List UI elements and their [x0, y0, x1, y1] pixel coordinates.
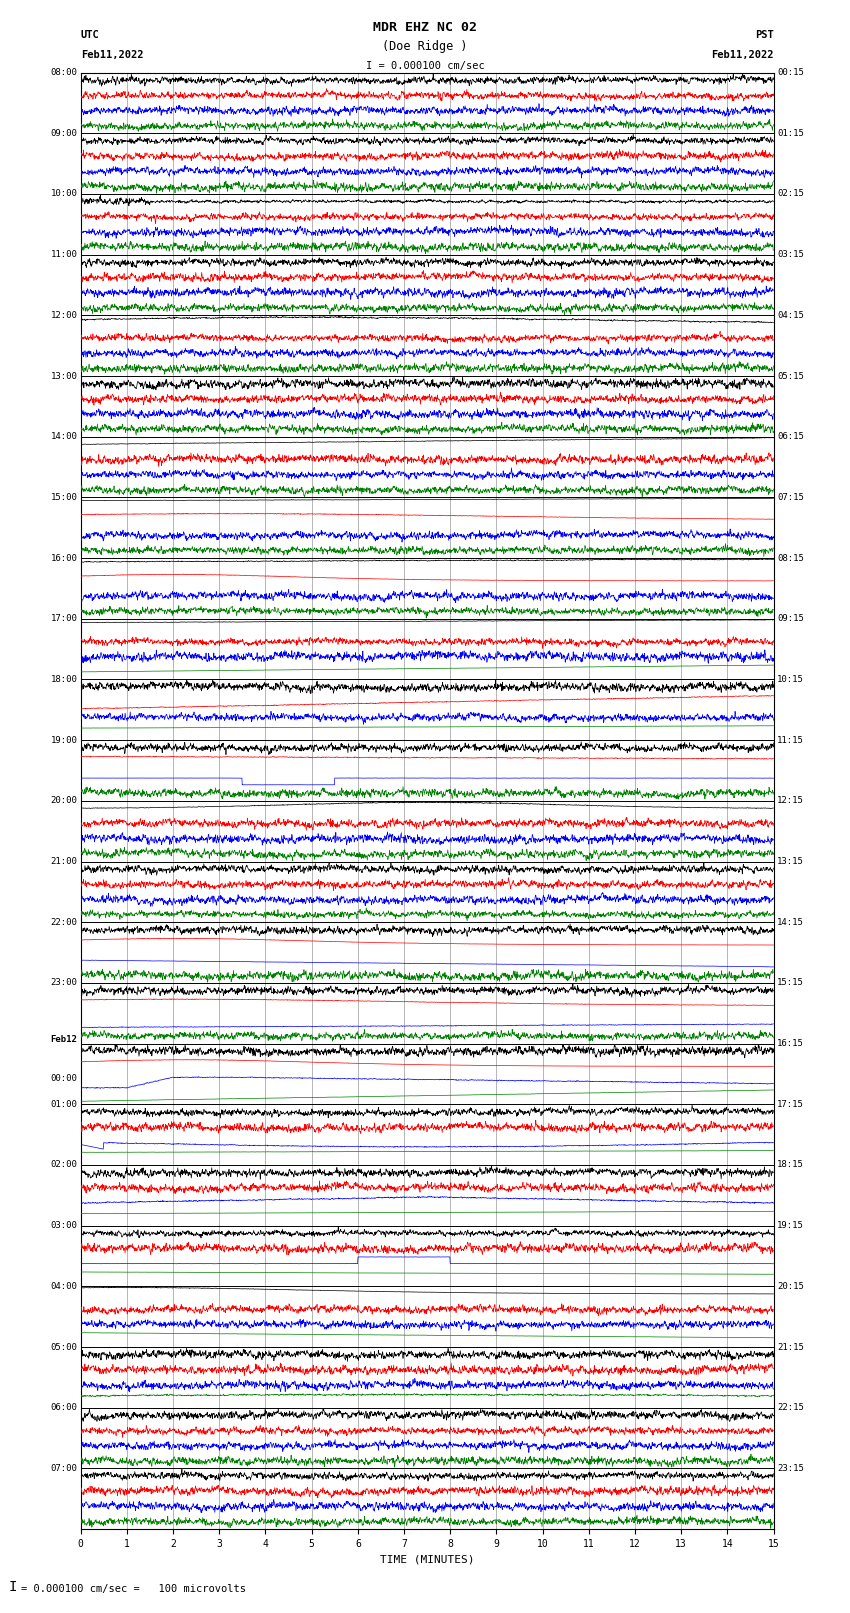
- Text: MDR EHZ NC 02: MDR EHZ NC 02: [373, 21, 477, 34]
- Text: I = 0.000100 cm/sec: I = 0.000100 cm/sec: [366, 61, 484, 71]
- Text: 01:00: 01:00: [50, 1100, 77, 1108]
- Text: 17:00: 17:00: [50, 615, 77, 623]
- Text: 02:15: 02:15: [777, 189, 804, 198]
- Text: 02:00: 02:00: [50, 1160, 77, 1169]
- Text: 07:15: 07:15: [777, 494, 804, 502]
- Text: 00:00: 00:00: [50, 1074, 77, 1082]
- Text: 15:15: 15:15: [777, 979, 804, 987]
- Text: 00:15: 00:15: [777, 68, 804, 77]
- X-axis label: TIME (MINUTES): TIME (MINUTES): [380, 1555, 474, 1565]
- Text: 09:00: 09:00: [50, 129, 77, 137]
- Text: 05:00: 05:00: [50, 1342, 77, 1352]
- Text: 19:15: 19:15: [777, 1221, 804, 1231]
- Text: 18:00: 18:00: [50, 674, 77, 684]
- Text: 19:00: 19:00: [50, 736, 77, 745]
- Text: 21:15: 21:15: [777, 1342, 804, 1352]
- Text: 08:00: 08:00: [50, 68, 77, 77]
- Text: 12:00: 12:00: [50, 311, 77, 319]
- Text: 03:00: 03:00: [50, 1221, 77, 1231]
- Text: Feb11,2022: Feb11,2022: [81, 50, 144, 60]
- Text: 23:15: 23:15: [777, 1465, 804, 1473]
- Text: 01:15: 01:15: [777, 129, 804, 137]
- Text: 18:15: 18:15: [777, 1160, 804, 1169]
- Text: 11:15: 11:15: [777, 736, 804, 745]
- Text: 23:00: 23:00: [50, 979, 77, 987]
- Text: I: I: [8, 1579, 17, 1594]
- Text: 10:15: 10:15: [777, 674, 804, 684]
- Text: = 0.000100 cm/sec =   100 microvolts: = 0.000100 cm/sec = 100 microvolts: [21, 1584, 246, 1594]
- Text: 15:00: 15:00: [50, 494, 77, 502]
- Text: PST: PST: [755, 31, 774, 40]
- Text: 22:00: 22:00: [50, 918, 77, 927]
- Text: 20:00: 20:00: [50, 797, 77, 805]
- Text: 07:00: 07:00: [50, 1465, 77, 1473]
- Text: 13:15: 13:15: [777, 857, 804, 866]
- Text: 16:15: 16:15: [777, 1039, 804, 1048]
- Text: 14:00: 14:00: [50, 432, 77, 442]
- Text: 11:00: 11:00: [50, 250, 77, 260]
- Text: UTC: UTC: [81, 31, 99, 40]
- Text: 08:15: 08:15: [777, 553, 804, 563]
- Text: 03:15: 03:15: [777, 250, 804, 260]
- Text: 10:00: 10:00: [50, 189, 77, 198]
- Text: 20:15: 20:15: [777, 1282, 804, 1290]
- Text: 06:15: 06:15: [777, 432, 804, 442]
- Text: 12:15: 12:15: [777, 797, 804, 805]
- Text: (Doe Ridge ): (Doe Ridge ): [382, 40, 468, 53]
- Text: 05:15: 05:15: [777, 371, 804, 381]
- Text: 04:15: 04:15: [777, 311, 804, 319]
- Text: 16:00: 16:00: [50, 553, 77, 563]
- Text: 09:15: 09:15: [777, 615, 804, 623]
- Text: 17:15: 17:15: [777, 1100, 804, 1108]
- Text: 06:00: 06:00: [50, 1403, 77, 1413]
- Text: 13:00: 13:00: [50, 371, 77, 381]
- Text: 14:15: 14:15: [777, 918, 804, 927]
- Text: Feb12: Feb12: [50, 1034, 77, 1044]
- Text: 22:15: 22:15: [777, 1403, 804, 1413]
- Text: Feb11,2022: Feb11,2022: [711, 50, 774, 60]
- Text: 21:00: 21:00: [50, 857, 77, 866]
- Text: 04:00: 04:00: [50, 1282, 77, 1290]
